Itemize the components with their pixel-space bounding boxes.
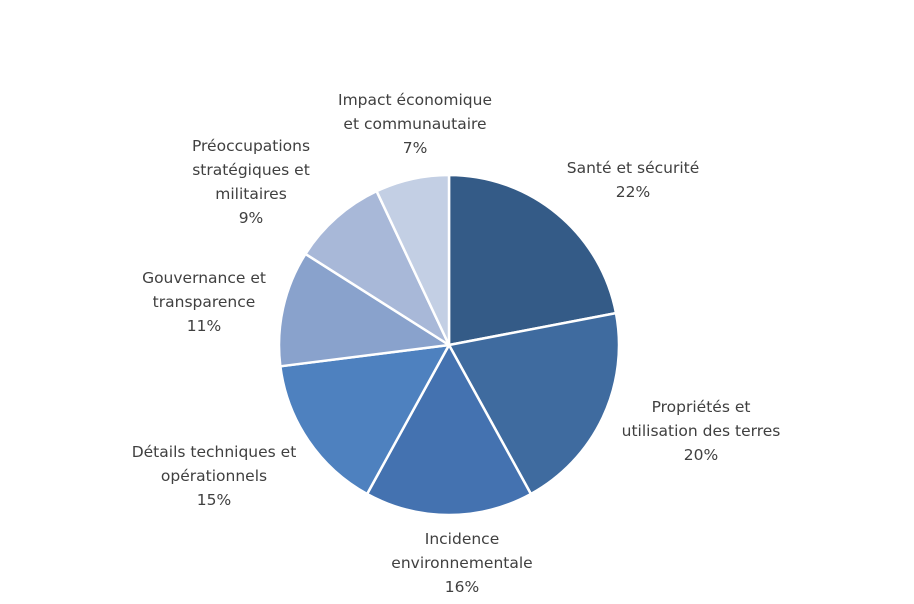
label-line: stratégiques et [192, 161, 310, 179]
value-label: 16% [444, 578, 480, 596]
label-sante-securite: Santé et sécurité 22% [567, 156, 700, 204]
label-gouvernance-transparence: Gouvernance et transparence 11% [142, 266, 266, 338]
label-details-techniques: Détails techniques et opérationnels 15% [132, 440, 297, 512]
label-line: et communautaire [343, 115, 487, 133]
label-line: Gouvernance et [142, 269, 266, 287]
label-line: opérationnels [160, 467, 268, 485]
pie-slice-4 [277, 252, 451, 368]
pie-slice-3 [279, 343, 451, 496]
label-line: Impact économique [338, 91, 492, 109]
label-line: environnementale [391, 554, 533, 572]
label-incidence-environnementale: Incidence environnementale 16% [391, 527, 532, 599]
label-line: Propriétés et [651, 398, 751, 416]
value-label: 22% [615, 183, 651, 201]
label-proprietes-terres: Propriétés et utilisation des terres 20% [622, 395, 781, 467]
pie-slice-1 [447, 311, 621, 496]
pie-slice-6 [375, 173, 451, 347]
label-line: Santé et sécurité [566, 159, 700, 177]
label-line: Incidence [424, 530, 500, 548]
label-preoccupations-strategiques: Préoccupations stratégiques et militaire… [192, 134, 310, 230]
value-label: 15% [196, 491, 232, 509]
label-line: transparence [152, 293, 256, 311]
label-line: utilisation des terres [621, 422, 781, 440]
value-label: 11% [186, 317, 222, 335]
value-label: 9% [238, 209, 264, 227]
label-line: militaires [215, 185, 287, 203]
label-line: Détails techniques et [131, 443, 297, 461]
pie-slice-2 [365, 343, 533, 517]
value-label: 7% [402, 139, 428, 157]
value-label: 20% [683, 446, 719, 464]
label-line: Préoccupations [191, 137, 311, 155]
pie-slice-5 [304, 189, 451, 347]
label-impact-economique: Impact économique et communautaire 7% [338, 88, 492, 160]
pie-slice-0 [447, 173, 618, 347]
